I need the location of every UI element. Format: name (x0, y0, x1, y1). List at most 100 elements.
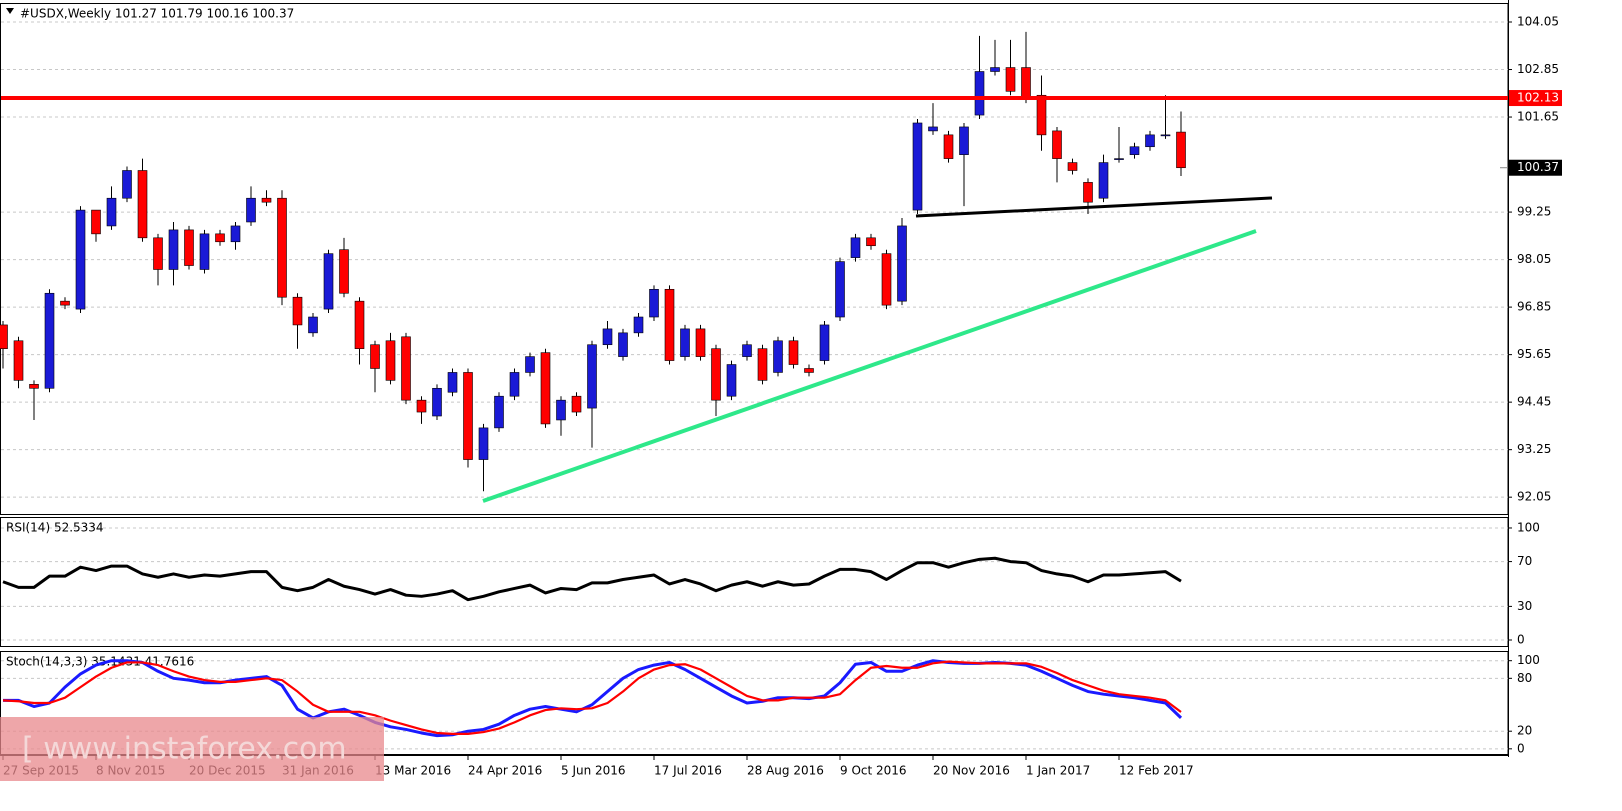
candle-body (757, 348, 768, 381)
candle-body (13, 340, 24, 381)
indicator-line (2, 660, 1182, 735)
candle-body (184, 229, 194, 266)
y-tick-label: 93.25 (1517, 442, 1551, 456)
watermark: [ www.instaforex.com (22, 732, 347, 767)
x-tick-label: 13 Mar 2016 (375, 764, 451, 778)
candle-body (897, 225, 907, 302)
candle-body (478, 427, 489, 460)
candle-body (881, 253, 892, 306)
candle-body (106, 197, 117, 227)
candle-body (664, 288, 675, 361)
candle-body (1036, 94, 1047, 136)
y-tick-label: 100 (1517, 653, 1540, 667)
candle-body (323, 253, 334, 310)
candle-body (525, 356, 535, 373)
y-tick-label: 94.45 (1517, 395, 1551, 409)
candle-body (959, 126, 969, 155)
candle-body (292, 296, 303, 326)
candle-body (835, 261, 845, 318)
candle-body (277, 197, 287, 298)
y-tick-label: 101.65 (1517, 110, 1559, 124)
trend-line (915, 196, 1273, 218)
candle-body (788, 340, 799, 365)
x-tick-label: 20 Nov 2016 (933, 764, 1010, 778)
candle-body (556, 399, 566, 421)
candle-body (447, 372, 458, 393)
candle-body (680, 328, 690, 357)
candle-body (339, 249, 349, 294)
candle-body (990, 67, 1000, 72)
candle-body (354, 300, 365, 349)
candle-body (401, 336, 411, 401)
x-tick-label: 12 Feb 2017 (1119, 764, 1194, 778)
candle-body (308, 316, 318, 334)
candle-body (726, 364, 737, 397)
candle-body (385, 340, 396, 381)
candle-body (1021, 67, 1031, 100)
x-tick-label: 24 Apr 2016 (468, 764, 542, 778)
candle-body (29, 384, 39, 389)
candle-body (246, 197, 256, 223)
candle-body (91, 209, 101, 235)
candle-body (0, 324, 8, 349)
candle-body (943, 134, 954, 159)
candle-body (850, 237, 861, 258)
price-label: 100.37 (1517, 160, 1559, 174)
candle-body (618, 332, 628, 357)
candle-body (804, 368, 814, 373)
candle-body (199, 233, 210, 270)
candle-body (370, 344, 380, 369)
candle-body (1145, 134, 1155, 148)
y-tick-label: 96.85 (1517, 300, 1551, 314)
candle-body (432, 387, 442, 417)
candle-body (60, 300, 70, 306)
x-tick-label: 9 Oct 2016 (840, 764, 907, 778)
candle-body (168, 229, 179, 270)
y-tick-label: 92.05 (1517, 490, 1551, 504)
level-label: 102.13 (1517, 91, 1559, 105)
y-tick-label: 0 (1517, 741, 1525, 755)
y-tick-label: 20 (1517, 724, 1532, 738)
y-tick-label: 100 (1517, 520, 1540, 534)
candle-body (230, 225, 241, 243)
candle-body (1052, 130, 1062, 159)
candle-body (866, 237, 876, 247)
candle-body (75, 209, 86, 310)
candle-body (44, 292, 55, 389)
candle-body (571, 395, 582, 413)
x-tick-label: 28 Aug 2016 (747, 764, 824, 778)
candle-body (1114, 158, 1124, 160)
y-tick-label: 70 (1517, 554, 1532, 568)
trend-line (482, 229, 1257, 503)
candle-body (261, 197, 272, 203)
candle-body (1160, 134, 1171, 137)
candle-body (122, 170, 132, 199)
y-tick-label: 98.05 (1517, 252, 1551, 266)
candle-body (463, 372, 473, 460)
candle-body (695, 328, 706, 357)
watermark-box (0, 717, 384, 781)
candle-body (587, 344, 597, 409)
candle-body (215, 233, 225, 243)
candle-body (1083, 182, 1093, 203)
candle-body (540, 352, 551, 425)
y-tick-label: 95.65 (1517, 347, 1551, 361)
menu-arrow (6, 8, 14, 14)
candle-body (137, 170, 148, 239)
level-label-box (1508, 90, 1562, 107)
y-tick-label: 30 (1517, 599, 1532, 613)
x-tick-label: 5 Jun 2016 (561, 764, 626, 778)
y-tick-label: 104.05 (1517, 15, 1559, 29)
price-label-box (1508, 159, 1562, 176)
candle-body (633, 316, 644, 334)
candle-body (773, 340, 783, 373)
y-tick-label: 102.85 (1517, 62, 1559, 76)
candle-body (711, 348, 721, 401)
candle-body (1098, 162, 1109, 199)
candle-body (153, 237, 163, 270)
candle-body (416, 399, 427, 413)
panel-title: RSI(14) 52.5334 (6, 521, 104, 535)
panel-title: #USDX,Weekly 101.27 101.79 100.16 100.37 (20, 7, 294, 21)
candle-body (819, 324, 830, 361)
